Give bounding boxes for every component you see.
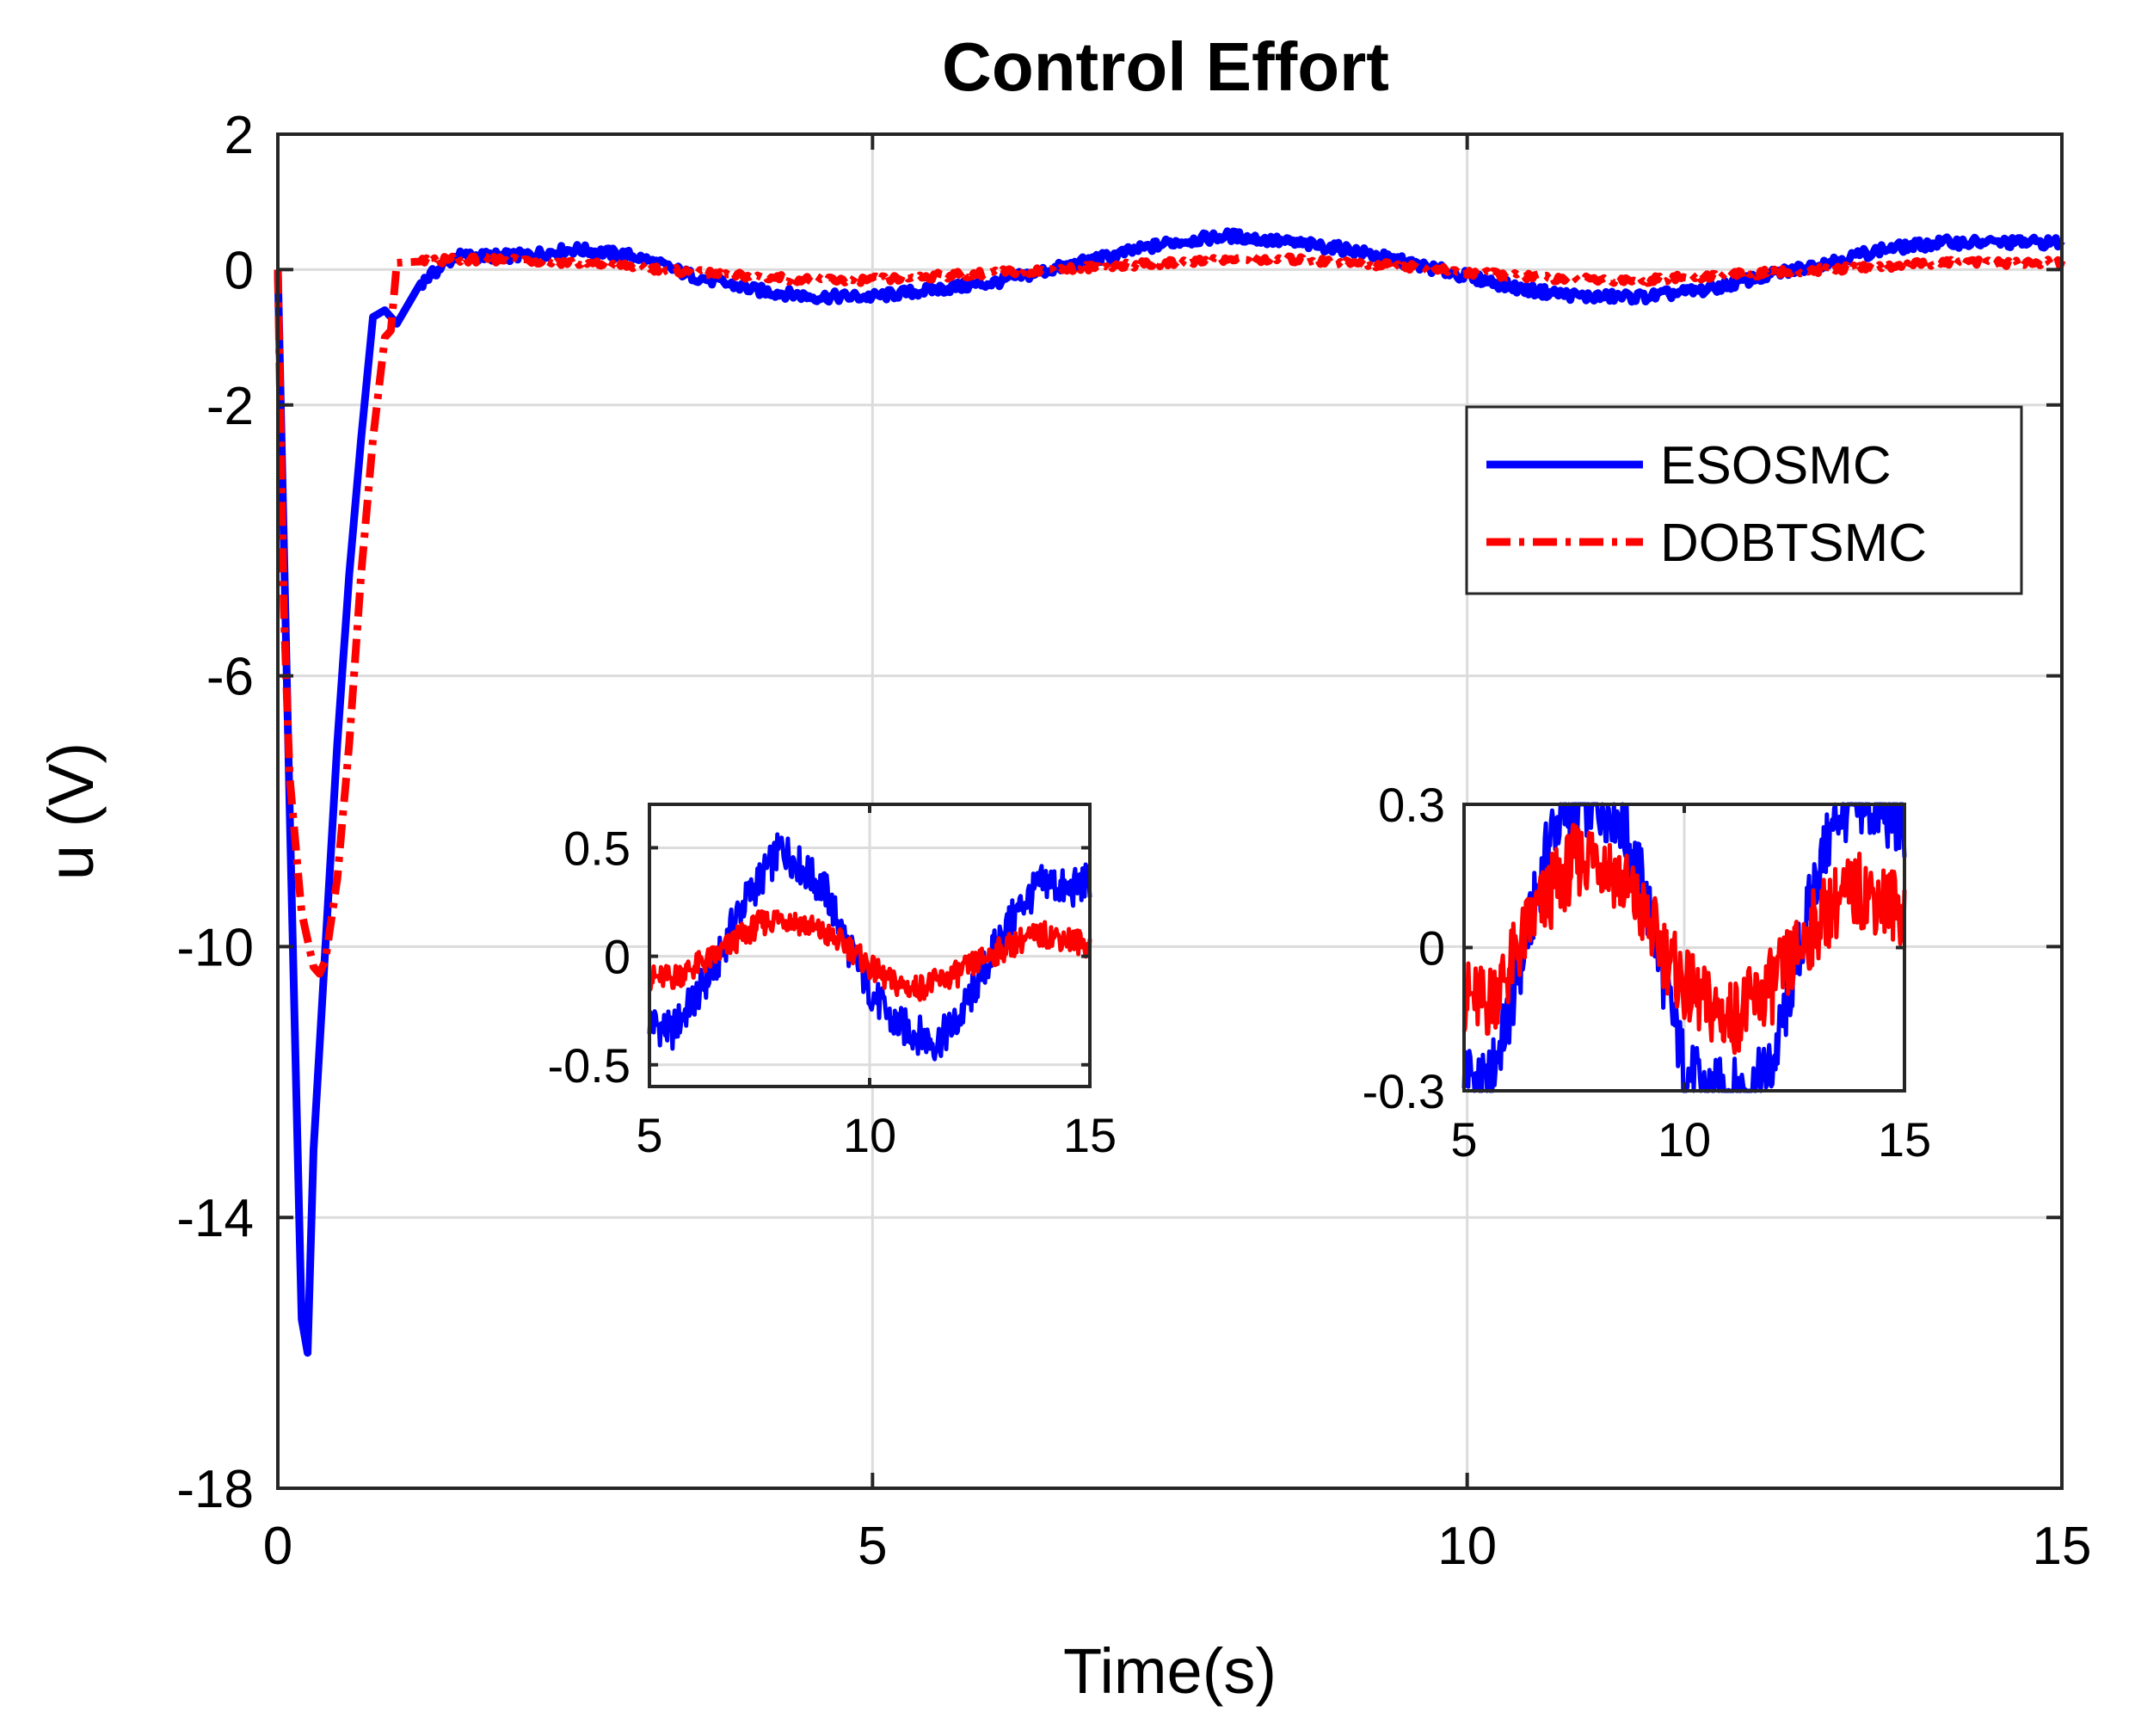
legend-label-esosmc: ESOSMC: [1660, 436, 1892, 496]
y-tick-label: -0.5: [548, 1038, 631, 1093]
legend-label-dobtsmc: DOBTSMC: [1660, 514, 1927, 573]
y-tick-label: -0.3: [1363, 1064, 1446, 1118]
x-axis-label: Time(s): [1063, 1635, 1277, 1707]
series-line-dobtsmc: [274, 252, 2066, 978]
y-tick-label: 0.3: [1378, 778, 1445, 832]
y-tick-label: 0: [604, 930, 631, 984]
x-tick-label: 15: [1063, 1108, 1117, 1162]
x-tick-label: 10: [1658, 1112, 1711, 1167]
inset-right-axes: 5 10 15 0.3 0 -0.3: [1363, 778, 1932, 1167]
y-axis-label: u (V): [35, 742, 107, 880]
x-tick-label: 5: [636, 1108, 662, 1162]
x-tick-label: 0: [263, 1517, 292, 1576]
y-tick-label: 0: [1418, 921, 1445, 976]
legend-box: [1465, 405, 2023, 595]
y-tick-label: 2: [225, 106, 254, 165]
x-tick-label: 5: [858, 1517, 887, 1576]
inset-left-axes: 5 10 15 0.5 0 -0.5: [548, 803, 1117, 1162]
inset-left-ticks: 5 10 15 0.5 0 -0.5: [548, 804, 1117, 1162]
y-tick-label: 0: [225, 241, 254, 300]
legend: ESOSMC DOBTSMC: [1465, 405, 2023, 595]
x-tick-label: 10: [843, 1108, 896, 1162]
x-tick-label: 5: [1450, 1112, 1477, 1167]
y-tick-label: -18: [176, 1460, 254, 1519]
y-tick-label: -6: [206, 648, 254, 707]
x-tick-label: 15: [1878, 1112, 1931, 1167]
y-tick-label: 0.5: [563, 821, 631, 875]
chart-title: Control Effort: [942, 28, 1389, 105]
x-tick-label: 10: [1437, 1517, 1497, 1576]
x-tick-label: 15: [2033, 1517, 2092, 1576]
inset-right-ticks: 5 10 15 0.3 0 -0.3: [1363, 778, 1932, 1167]
series-line-dobtsmc: [648, 909, 1092, 1002]
inset-left-series: [647, 832, 1092, 1062]
y-tick-label: -14: [176, 1189, 254, 1248]
series-line-dobtsmc: [1461, 822, 1907, 1056]
y-tick-label: -10: [176, 918, 254, 977]
y-tick-label: -2: [206, 377, 254, 436]
main-series: [274, 227, 2066, 1357]
main-plot-frame: [276, 132, 2064, 1490]
